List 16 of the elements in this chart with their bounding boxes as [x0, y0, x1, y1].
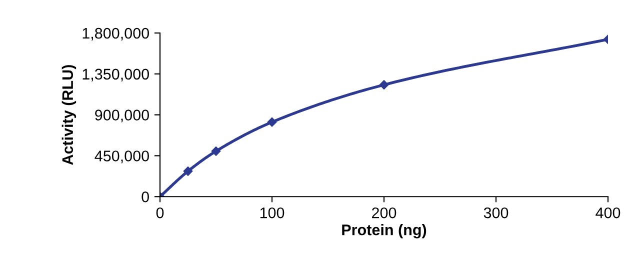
x-tick-label: 200 [372, 207, 396, 218]
point [267, 117, 277, 127]
x-axis-title: Protein (ng) [342, 224, 426, 238]
y-tick-label: 0 [142, 191, 149, 202]
point [211, 146, 221, 156]
y-tick-label: 1,800,000 [82, 28, 149, 40]
x-tick-label: 300 [484, 207, 508, 218]
y-tick-label: 450,000 [94, 150, 149, 164]
point [183, 166, 193, 176]
x-tick-label: 0 [156, 207, 164, 218]
y-tick-label: 1,350,000 [82, 68, 149, 82]
y-tick-label: 900,000 [95, 110, 149, 122]
x-tick-label: 100 [260, 207, 284, 218]
x-tick-label: 400 [596, 207, 620, 218]
point [379, 80, 389, 90]
y-axis-title: Activity (RLU) [62, 65, 76, 165]
